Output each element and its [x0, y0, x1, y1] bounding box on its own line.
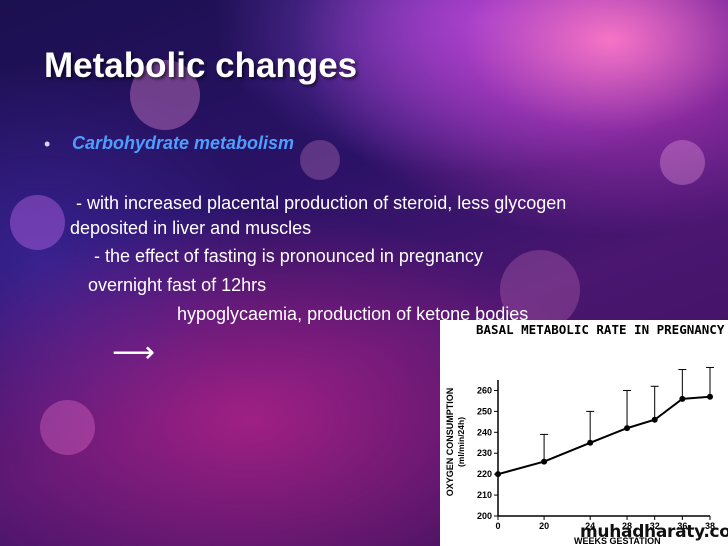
bokeh-circle [660, 140, 705, 185]
x-tick-label: 0 [495, 521, 500, 531]
bmr-chart: BASAL METABOLIC RATE IN PREGNANCY OXYGEN … [445, 322, 725, 546]
data-point [679, 395, 686, 402]
y-tick-label: 200 [477, 511, 492, 521]
x-axis-label: WEEKS GESTATION [574, 536, 661, 546]
text-line-3: - the effect of fasting is pronounced in… [94, 246, 483, 266]
bokeh-circle [10, 195, 65, 250]
data-point [495, 471, 501, 478]
data-point [541, 458, 548, 465]
text-line-5: hypoglycaemia, production of ketone bodi… [177, 304, 529, 324]
y-tick-label: 240 [477, 427, 492, 437]
subheading: Carbohydrate metabolism [72, 133, 295, 153]
data-point [587, 439, 594, 446]
x-tick-label: 38 [705, 521, 715, 531]
y-tick-label: 230 [477, 448, 492, 458]
x-tick-label: 36 [677, 521, 687, 531]
y-axis-label-unit: (ml/min/24h) [456, 417, 466, 467]
x-tick-label: 32 [650, 521, 660, 531]
chart-title: BASAL METABOLIC RATE IN PREGNANCY [476, 322, 725, 337]
data-point [651, 416, 658, 423]
text-line-2: deposited in liver and muscles [70, 218, 312, 238]
y-tick-label: 210 [477, 490, 492, 500]
x-tick-label: 24 [585, 521, 595, 531]
data-point [707, 393, 713, 400]
y-tick-label: 220 [477, 469, 492, 479]
series-line [497, 395, 711, 476]
bokeh-circle [40, 400, 95, 455]
watermark-text: muhadharaty.com [580, 522, 728, 542]
slide-title: Metabolic changes [44, 46, 358, 85]
x-tick-label: 20 [539, 521, 549, 531]
arrow-right-icon: ⟶ [112, 336, 156, 369]
y-tick-label: 260 [477, 385, 492, 395]
text-line-4: overnight fast of 12hrs [88, 275, 267, 295]
y-axis-label: OXYGEN CONSUMPTION [445, 388, 455, 497]
y-tick-label: 250 [477, 406, 492, 416]
bmr-chart-panel: BASAL METABOLIC RATE IN PREGNANCY OXYGEN … [440, 320, 728, 546]
text-line-1: - with increased placental production of… [76, 193, 567, 213]
bokeh-circle [300, 140, 340, 180]
bullet-marker: • [44, 134, 51, 154]
data-point [624, 425, 631, 432]
x-tick-label: 28 [622, 521, 632, 531]
